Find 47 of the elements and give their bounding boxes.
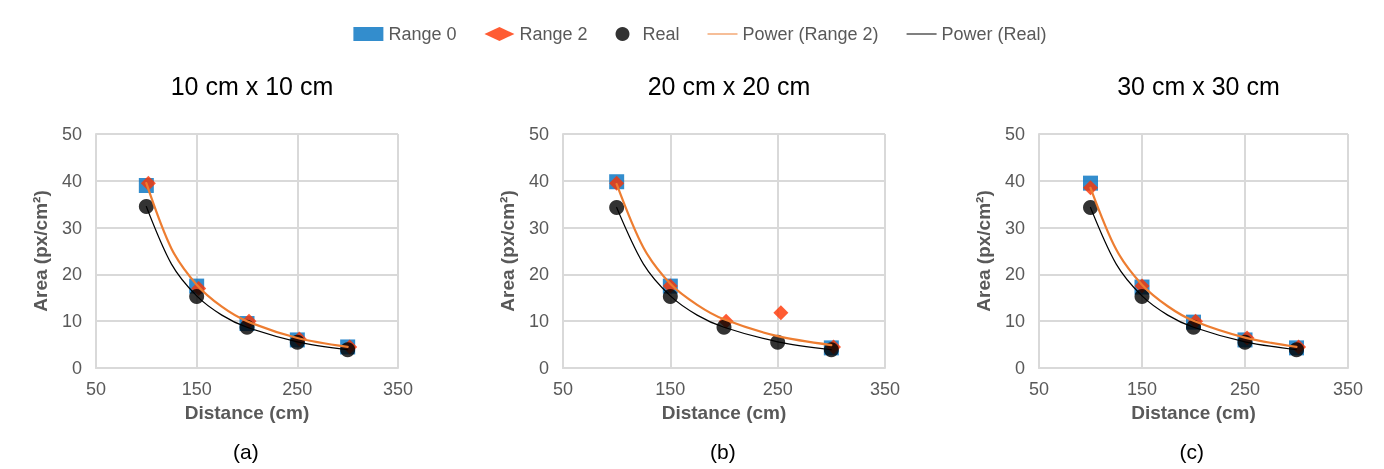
y-tick-label: 50 xyxy=(61,124,82,144)
chart-title: 10 cm x 10 cm xyxy=(170,71,334,100)
y-tick-label: 10 xyxy=(61,311,82,332)
chart-title: 30 cm x 30 cm xyxy=(1117,71,1280,100)
legend-label: Range 2 xyxy=(519,24,588,44)
y-tick-label: 0 xyxy=(71,358,82,378)
y-tick-label: 0 xyxy=(1014,358,1025,378)
legend-label: Power (Range 2) xyxy=(742,24,879,44)
y-tick-label: 50 xyxy=(528,124,549,144)
x-tick-label: 250 xyxy=(282,379,313,399)
y-tick-label: 30 xyxy=(528,217,549,238)
y-tick-label: 40 xyxy=(528,170,549,191)
y-tick-label: 0 xyxy=(538,358,549,378)
x-tick-label: 250 xyxy=(762,379,793,399)
x-tick-label: 250 xyxy=(1229,379,1261,399)
y-tick-label: 10 xyxy=(528,311,549,332)
x-axis-title: Distance (cm) xyxy=(1131,401,1256,423)
text: (c) xyxy=(1179,440,1204,463)
chart-title: 20 cm x 20 cm xyxy=(647,71,811,100)
text: (b) xyxy=(710,440,736,463)
x-tick-label: 150 xyxy=(1126,379,1158,399)
x-tick-label: 50 xyxy=(85,379,107,399)
x-axis-title: Distance (cm) xyxy=(661,401,787,423)
y-tick-label: 20 xyxy=(61,264,82,285)
x-tick-label: 150 xyxy=(655,379,686,399)
y-tick-label: 50 xyxy=(1004,124,1025,144)
legend-label: Range 0 xyxy=(388,24,457,44)
legend-label: Power (Real) xyxy=(941,24,1047,44)
legend-label: Real xyxy=(642,24,680,44)
text: (a) xyxy=(233,440,259,463)
y-tick-label: 20 xyxy=(1004,264,1025,285)
x-tick-label: 350 xyxy=(382,379,414,399)
x-tick-label: 150 xyxy=(181,379,212,399)
x-tick-label: 50 xyxy=(1028,379,1050,399)
x-tick-label: 350 xyxy=(1332,379,1364,399)
y-tick-label: 10 xyxy=(1004,311,1025,332)
y-tick-label: 30 xyxy=(1004,217,1025,238)
y-tick-label: 40 xyxy=(61,170,82,191)
x-tick-label: 50 xyxy=(552,379,574,399)
y-tick-label: 20 xyxy=(528,264,549,285)
y-axis-title: Area (px/cm²) xyxy=(30,190,51,312)
y-tick-label: 30 xyxy=(61,217,82,238)
y-axis-title: Area (px/cm²) xyxy=(497,190,518,312)
y-tick-label: 40 xyxy=(1004,170,1025,191)
x-tick-label: 350 xyxy=(869,379,901,399)
x-axis-title: Distance (cm) xyxy=(184,401,310,423)
y-axis-title: Area (px/cm²) xyxy=(973,190,994,312)
